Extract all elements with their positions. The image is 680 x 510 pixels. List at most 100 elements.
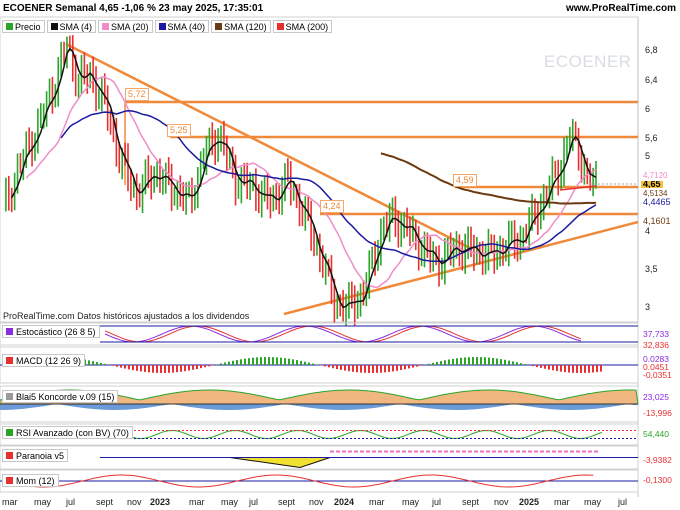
time-axis-label: may	[584, 497, 602, 507]
price-axis-label: 5,6	[645, 133, 658, 143]
time-axis-label: mar	[189, 497, 205, 507]
sma120-line	[380, 152, 597, 205]
indicator-value: 23,025	[641, 392, 671, 403]
price-axis-label: 6,4	[645, 75, 658, 85]
time-axis-label: nov	[309, 497, 324, 507]
legend-label: SMA (4)	[59, 21, 93, 32]
indicator-name: MACD (12 26 9)	[16, 355, 82, 366]
time-axis-label: mar	[554, 497, 570, 507]
legend-label: SMA (40)	[167, 21, 206, 32]
legend-swatch	[215, 23, 223, 30]
indicator-label[interactable]: Blai5 Koncorde v.09 (15)	[2, 390, 119, 403]
price-axis-label: 6,8	[645, 45, 658, 55]
sma200-line	[559, 185, 597, 191]
indicator-value: 0,0451	[641, 362, 671, 373]
price-axis-label: 4	[645, 226, 651, 236]
level-label: 5,25	[167, 124, 191, 137]
time-axis-label: sept	[462, 497, 480, 507]
time-axis-label: mar	[2, 497, 18, 507]
level-label: 5,72	[125, 88, 149, 101]
mom-line	[4, 474, 594, 488]
time-axis-label: may	[34, 497, 52, 507]
koncorde-blue-area	[0, 404, 638, 410]
indicator-swatch	[6, 393, 13, 400]
indicator-swatch	[6, 429, 13, 436]
price-axis-label: 3	[645, 302, 651, 312]
sma40-line	[60, 109, 597, 263]
indicator-value: -0,1300	[641, 475, 674, 486]
time-axis-label: may	[221, 497, 239, 507]
legend-item[interactable]: SMA (120)	[211, 20, 271, 33]
time-axis-label: 2024	[334, 497, 355, 507]
legend-label: SMA (200)	[285, 21, 329, 32]
price-axis-label: 3,5	[645, 264, 658, 274]
time-axis-label: 2025	[519, 497, 540, 507]
time-axis-label: jul	[432, 497, 442, 507]
chart-title: ECOENER Semanal 4,65 -1,06 % 23 may 2025…	[3, 3, 264, 14]
legend-swatch	[158, 23, 166, 30]
watermark: ECOENER	[544, 52, 632, 71]
time-axis-label: jul	[618, 497, 628, 507]
legend-swatch	[50, 23, 58, 30]
legend-label: SMA (20)	[111, 21, 149, 32]
indicator-swatch	[6, 357, 13, 364]
time-axis-label: sept	[278, 497, 296, 507]
indicator-name: RSI Avanzado (con BV) (70)	[16, 427, 129, 438]
indicator-label[interactable]: RSI Avanzado (con BV) (70)	[2, 426, 133, 439]
sma20-line	[25, 76, 597, 289]
level-label: 4,24	[320, 200, 344, 213]
paranoia-area	[229, 457, 331, 469]
legend-swatch	[102, 23, 110, 30]
stoch-k-line	[104, 325, 582, 343]
stoch-d-line	[104, 325, 582, 343]
indicator-value: -3,9382	[641, 455, 674, 466]
price-axis-label: 5	[645, 151, 651, 161]
price-axis-label: 6	[645, 104, 651, 114]
indicator-pane-frame	[0, 423, 639, 446]
data-note: ProRealTime.com Datos históricos ajustad…	[3, 311, 250, 321]
legend-item[interactable]: Precio	[2, 20, 45, 33]
title-bar: ECOENER Semanal 4,65 -1,06 % 23 may 2025…	[0, 0, 680, 17]
time-axis-label: sept	[96, 497, 114, 507]
level-label: 4,59	[453, 174, 477, 187]
indicator-name: Estocástico (26 8 5)	[16, 326, 96, 337]
indicator-value: -0,0351	[641, 370, 674, 381]
time-axis-label: mar	[369, 497, 385, 507]
sma4-line	[11, 47, 597, 309]
indicator-name: Mom (12)	[16, 475, 55, 486]
indicator-swatch	[6, 328, 13, 335]
sma20-value-label: 4,7120	[641, 170, 670, 181]
indicator-swatch	[6, 452, 13, 459]
time-axis-label: 2023	[150, 497, 171, 507]
time-axis-label: nov	[127, 497, 142, 507]
indicator-label[interactable]: Paranoia v5	[2, 449, 69, 462]
site-link[interactable]: www.ProRealTime.com	[565, 3, 676, 14]
legend-item[interactable]: SMA (4)	[46, 20, 97, 33]
indicator-value: 0,0283	[641, 354, 671, 365]
time-axis-label: nov	[494, 497, 509, 507]
legend-item[interactable]: SMA (200)	[272, 20, 333, 33]
indicator-label[interactable]: Estocástico (26 8 5)	[2, 325, 100, 338]
indicator-label[interactable]: MACD (12 26 9)	[2, 354, 86, 367]
indicator-value: 54,440	[641, 429, 671, 440]
legend-item[interactable]: SMA (20)	[98, 20, 153, 33]
sma4-value-label: 4,4465	[641, 197, 673, 208]
legend-item[interactable]: SMA (40)	[154, 20, 210, 33]
time-axis-label: jul	[249, 497, 259, 507]
indicator-name: Blai5 Koncorde v.09 (15)	[16, 391, 115, 402]
indicator-swatch	[6, 477, 13, 484]
legend-label: Precio	[15, 21, 41, 32]
legend-swatch	[276, 23, 284, 30]
last-price-label: 4,65	[641, 179, 663, 190]
sma120-value-label: 4,5134	[641, 188, 670, 199]
legend-swatch	[6, 23, 13, 30]
legend-label: SMA (120)	[224, 21, 267, 32]
indicator-label[interactable]: Mom (12)	[2, 474, 59, 487]
indicator-value: -13,996	[641, 408, 674, 419]
price-legend: Precio SMA (4) SMA (20) SMA (40) SMA (120) SM…	[2, 20, 333, 33]
time-axis-label: may	[402, 497, 420, 507]
indicator-value: 32,836	[641, 340, 671, 351]
rsi-line	[124, 429, 603, 440]
indicator-name: Paranoia v5	[16, 450, 65, 461]
